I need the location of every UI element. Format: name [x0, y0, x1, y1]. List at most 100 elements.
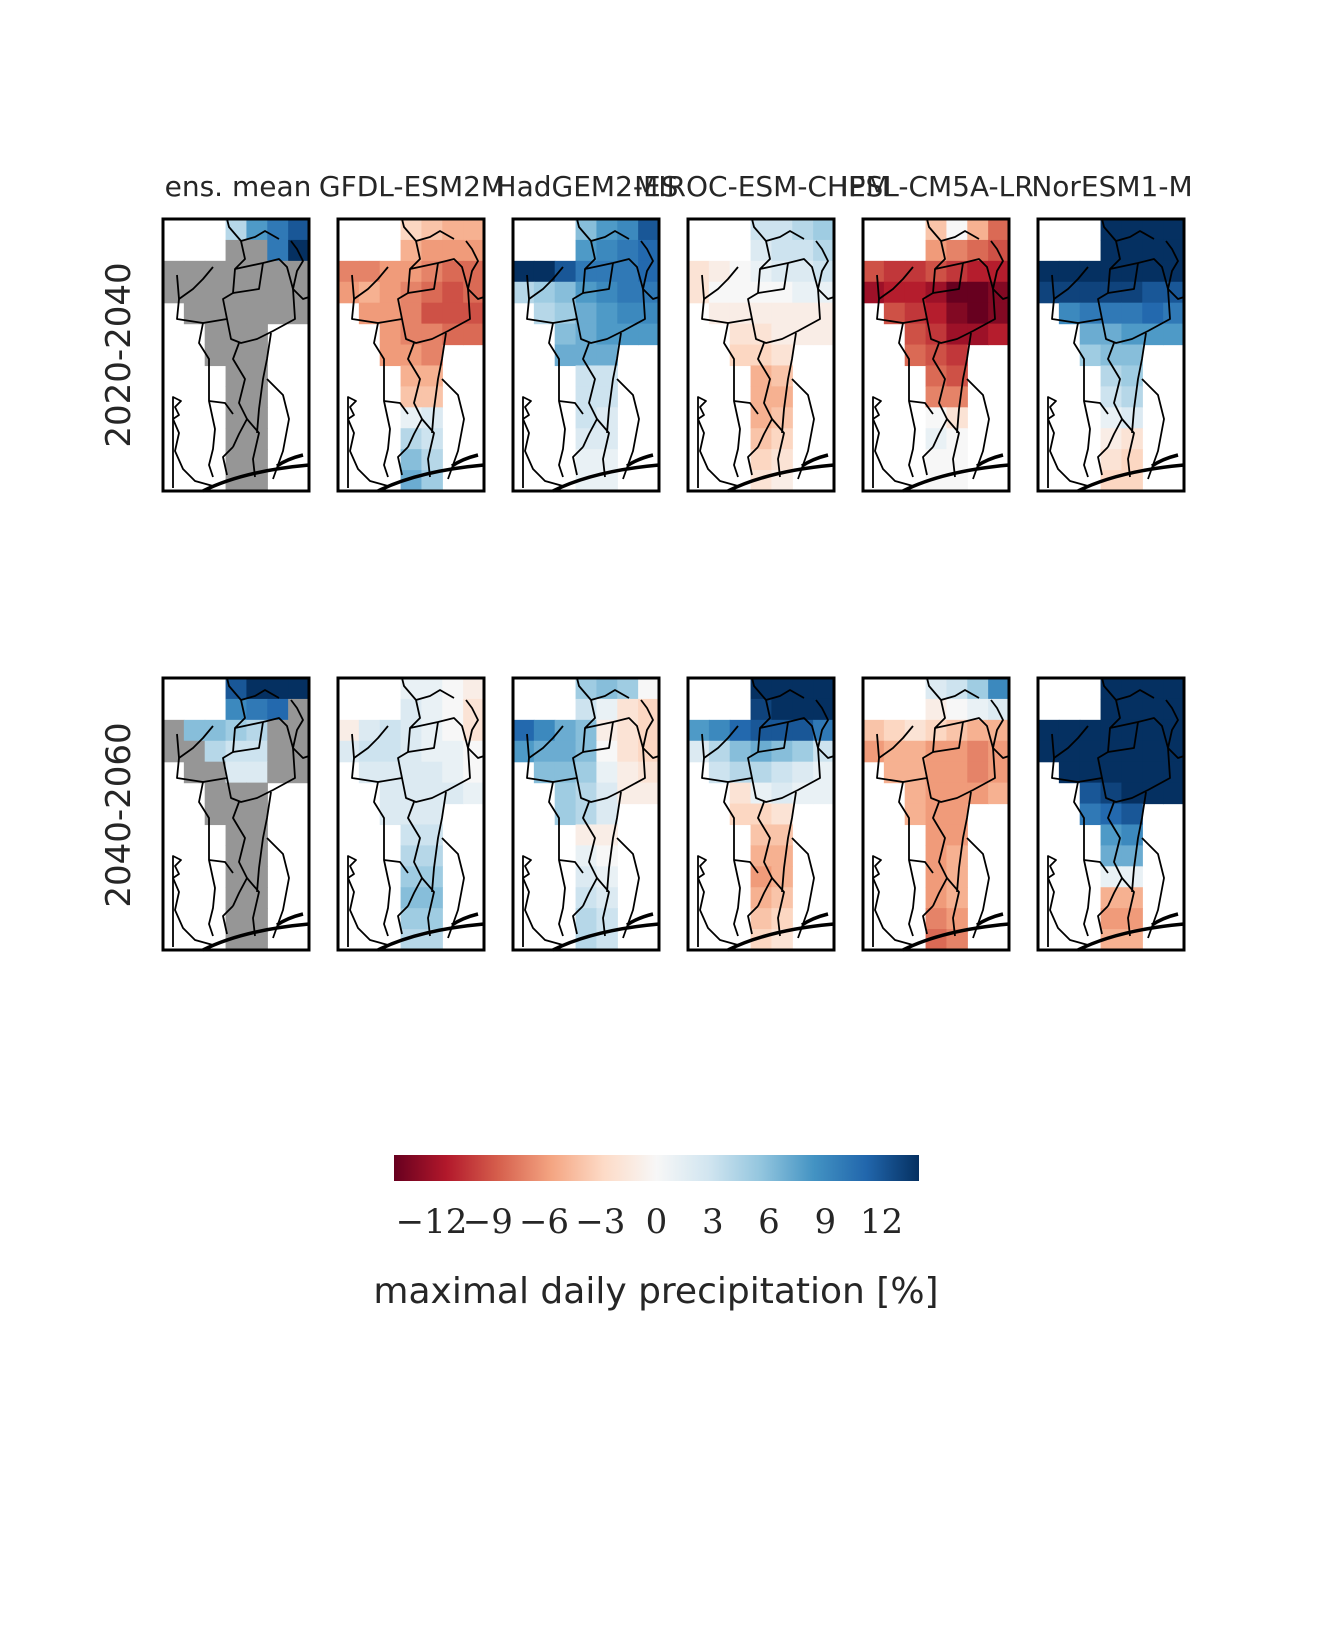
grid-cell — [792, 761, 814, 784]
grid-cell — [1142, 323, 1164, 346]
grid-cell — [925, 719, 948, 742]
grid-cell — [967, 239, 989, 262]
border-line — [1115, 230, 1155, 242]
border-line — [1047, 855, 1057, 947]
grid-cell — [946, 239, 968, 262]
grid-cell — [863, 740, 885, 763]
grid-cell — [750, 824, 773, 846]
border-line — [256, 791, 272, 893]
grid-cell — [225, 908, 248, 930]
colorbar-tick-label: −3 — [575, 1202, 625, 1242]
grid-cell — [1038, 281, 1060, 304]
grid-cell — [904, 260, 927, 283]
border-line — [383, 400, 409, 415]
grid-cell — [708, 740, 731, 763]
border-line — [781, 332, 797, 434]
grid-cell — [729, 782, 752, 805]
grid-cell — [1079, 803, 1102, 826]
country-borders — [347, 677, 485, 947]
grid-cell — [925, 365, 948, 387]
grid-cell — [925, 761, 948, 784]
border-line — [421, 418, 435, 478]
border-line — [208, 859, 234, 874]
grid-cell — [1079, 323, 1102, 346]
map-panel-2020-2040-miroc-esm-chem — [686, 217, 836, 493]
map-panel-2020-2040-hadgem2-es — [511, 217, 661, 493]
grid-cell — [688, 740, 710, 763]
grid-cell — [225, 302, 248, 325]
grid-cell — [288, 239, 310, 262]
grid-cell — [596, 449, 618, 471]
grid-cell — [967, 698, 989, 721]
border-line — [596, 877, 610, 937]
border-line — [956, 791, 972, 893]
grid-cell — [729, 803, 752, 826]
border-line — [172, 396, 182, 488]
grid-cell — [163, 719, 185, 742]
grid-cell — [246, 908, 268, 930]
border-line — [791, 837, 815, 939]
coastline-lagoon — [625, 453, 654, 468]
grid-cell — [463, 719, 485, 742]
grid-cell — [575, 845, 598, 867]
border-line — [373, 781, 391, 937]
grid-cell — [400, 260, 423, 283]
grid-cell — [617, 281, 639, 304]
border-line — [966, 837, 990, 939]
grid-cell — [729, 344, 752, 367]
grid-cell — [204, 782, 227, 805]
border-line — [590, 230, 630, 242]
grid-cell — [946, 219, 968, 241]
grid-cell — [1142, 239, 1164, 262]
grid-cell — [750, 386, 773, 408]
grid-cell — [163, 281, 185, 304]
map-panel-2040-2060-hadgem2-es — [511, 676, 661, 952]
coastline — [552, 922, 660, 952]
border-line — [733, 400, 759, 415]
grid-cell — [575, 365, 598, 387]
grid-cell — [463, 219, 485, 241]
border-line — [176, 677, 246, 783]
grid-cell — [513, 719, 535, 742]
grid-cell — [163, 740, 185, 763]
grid-cell — [596, 908, 618, 930]
grid-cell — [708, 260, 731, 283]
grid-cell — [554, 740, 577, 763]
colorbar-tick-label: 3 — [702, 1202, 724, 1242]
border-line — [723, 781, 741, 937]
grid-cell — [792, 740, 814, 763]
grid-cell — [750, 908, 773, 930]
grid-cell — [246, 803, 268, 826]
border-line — [781, 791, 797, 893]
coastline — [202, 922, 310, 952]
grid-cell — [1038, 260, 1060, 283]
country-borders — [522, 218, 660, 488]
border-line — [946, 877, 960, 937]
grid-cell — [617, 698, 639, 721]
colorbar-tick-label: 6 — [758, 1202, 780, 1242]
grid-cell — [596, 740, 618, 763]
border-line — [1167, 747, 1185, 759]
grid-cell — [1100, 803, 1123, 826]
grid-cell — [771, 740, 793, 763]
grid-cell — [533, 761, 556, 784]
grid-cell — [442, 302, 464, 325]
grid-cell — [925, 824, 948, 846]
grid-cell — [575, 824, 598, 846]
border-line — [771, 418, 785, 478]
border-line — [246, 877, 260, 937]
grid-cell — [750, 719, 773, 742]
grid-cell — [575, 386, 598, 408]
coastline — [377, 463, 485, 493]
border-line — [926, 747, 996, 803]
border-line — [922, 446, 934, 476]
row-labels: 2020-2040 2040-2060 — [99, 262, 139, 907]
grid-cell — [792, 260, 814, 283]
grid-cell — [1121, 302, 1143, 325]
grid-cell — [1121, 845, 1143, 867]
grid-cell — [967, 323, 989, 346]
grid-cell — [442, 678, 464, 700]
grid-cell — [1100, 824, 1123, 846]
grid-cell — [638, 782, 660, 805]
border-line — [582, 801, 598, 907]
